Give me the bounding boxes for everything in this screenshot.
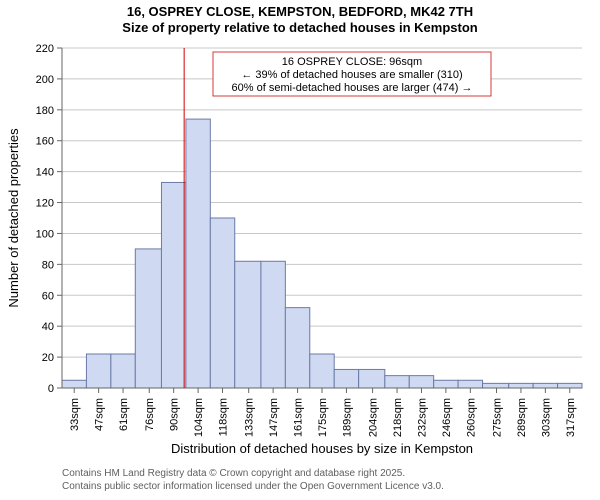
xtick-label: 204sqm [368,398,380,437]
footer-line1: Contains HM Land Registry data © Crown c… [62,468,405,479]
xtick-label: 218sqm [392,398,404,437]
annotation-line: 60% of semi-detached houses are larger (… [232,82,473,94]
xtick-label: 47sqm [94,398,106,431]
histogram-bar [62,380,86,388]
xtick-label: 189sqm [341,398,353,437]
histogram-bar [310,354,334,388]
ytick-label: 40 [42,321,54,333]
histogram-bar [334,369,358,388]
histogram-bar [135,249,161,388]
histogram-bar [111,354,135,388]
histogram-bar [509,383,533,388]
xtick-label: 147sqm [268,398,280,437]
xtick-label: 90sqm [169,398,181,431]
histogram-bar [359,369,385,388]
xtick-label: 161sqm [293,398,305,437]
histogram-bar [186,119,210,388]
annotation-line: 16 OSPREY CLOSE: 96sqm [282,56,422,68]
x-axis-label: Distribution of detached houses by size … [171,441,473,456]
ytick-label: 180 [36,105,54,117]
histogram-bar [483,383,509,388]
histogram-bar [385,376,409,388]
ytick-label: 0 [48,383,54,395]
xtick-label: 289sqm [516,398,528,437]
histogram-bar [261,261,285,388]
xtick-label: 275sqm [491,398,503,437]
histogram-bar [86,354,110,388]
title-line1: 16, OSPREY CLOSE, KEMPSTON, BEDFORD, MK4… [127,4,473,19]
histogram-bar [210,218,234,388]
histogram-bar [285,308,309,388]
xtick-label: 175sqm [317,398,329,437]
ytick-label: 20 [42,352,54,364]
histogram-bar [434,380,458,388]
xtick-label: 260sqm [465,398,477,437]
xtick-label: 317sqm [565,398,577,437]
histogram-bar [458,380,482,388]
xtick-label: 33sqm [69,398,81,431]
histogram-chart: 16, OSPREY CLOSE, KEMPSTON, BEDFORD, MK4… [0,0,600,500]
histogram-bar [409,376,433,388]
ytick-label: 140 [36,167,54,179]
histogram-bar [558,383,582,388]
histogram-bar [161,182,185,388]
histogram-bar [235,261,261,388]
xtick-label: 246sqm [441,398,453,437]
xtick-label: 118sqm [218,398,230,436]
ytick-label: 60 [42,290,54,302]
xtick-label: 133sqm [244,398,256,437]
title-line2: Size of property relative to detached ho… [122,20,477,35]
ytick-label: 160 [36,136,54,148]
xtick-label: 76sqm [144,398,156,431]
ytick-label: 120 [36,198,54,210]
ytick-label: 80 [42,259,54,271]
ytick-label: 100 [36,228,54,240]
ytick-label: 200 [36,74,54,86]
y-axis-label: Number of detached properties [6,128,21,308]
xtick-label: 61sqm [118,398,130,431]
xtick-label: 104sqm [193,398,205,437]
histogram-bar [533,383,557,388]
annotation-line: ← 39% of detached houses are smaller (31… [241,69,462,81]
xtick-label: 303sqm [540,398,552,437]
ytick-label: 220 [36,43,54,55]
footer-line2: Contains public sector information licen… [62,481,444,492]
xtick-label: 232sqm [416,398,428,437]
